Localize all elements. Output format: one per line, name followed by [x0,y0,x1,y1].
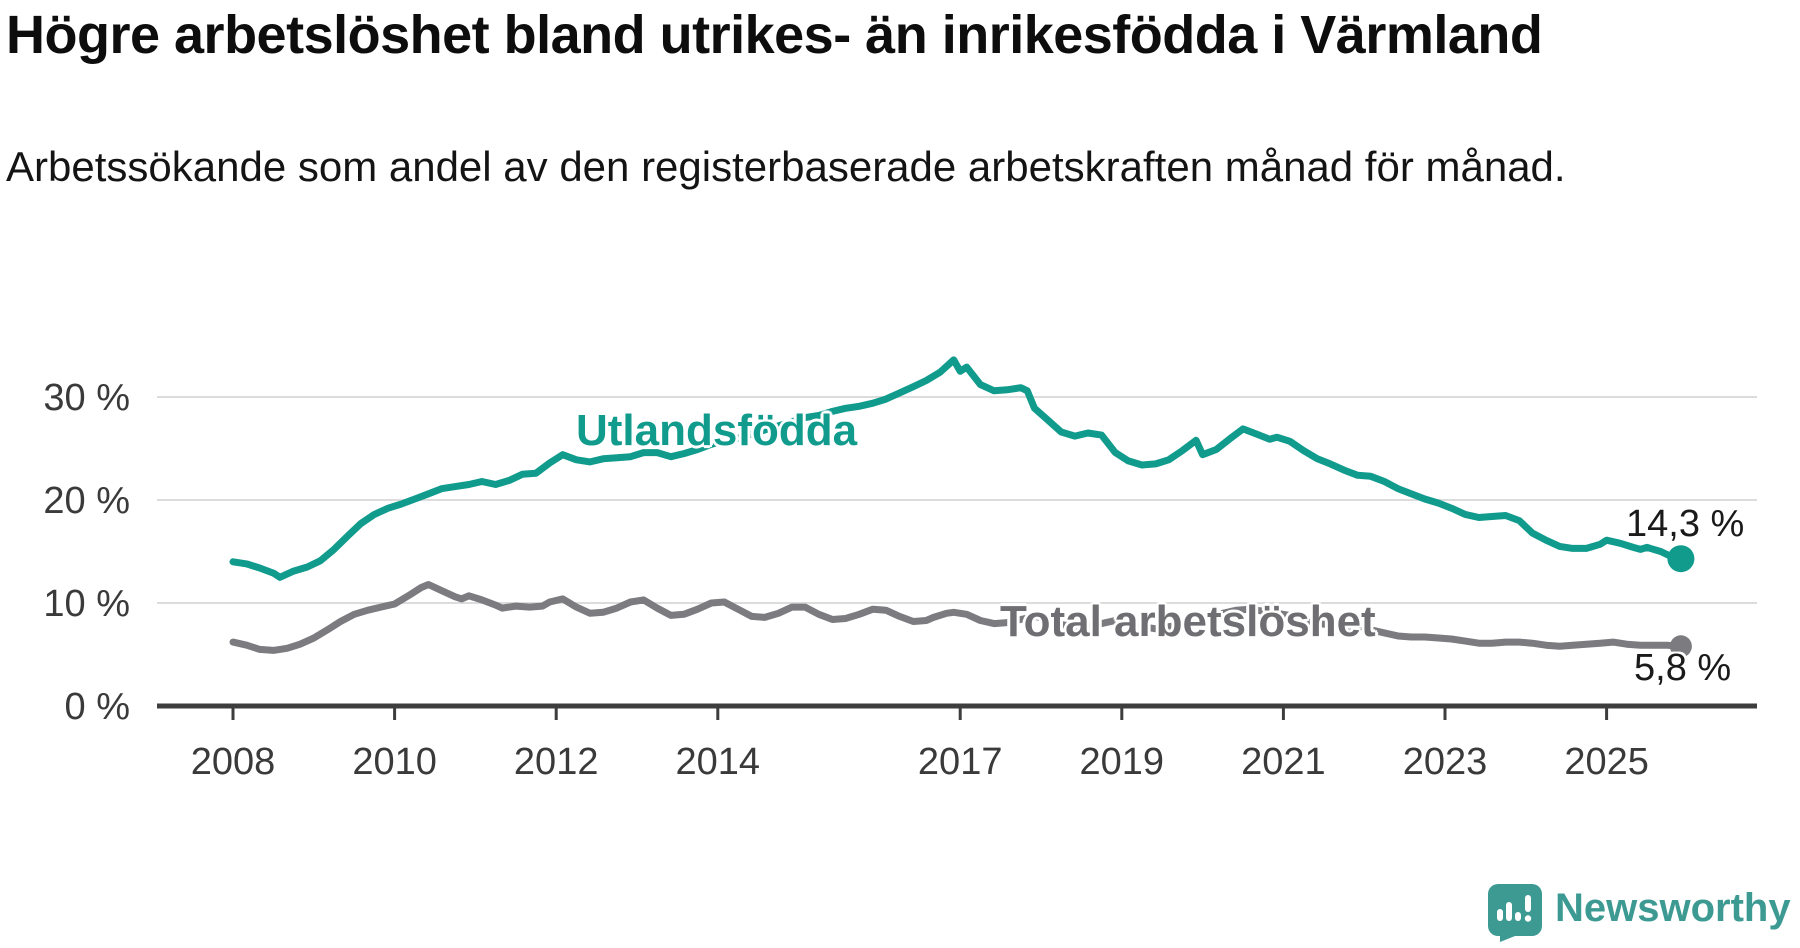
svg-text:2014: 2014 [676,741,761,783]
end-value-label-utlandsfodda: 14,3 % [1626,503,1745,545]
series-label-utlandsfodda: Utlandsfödda [576,406,858,455]
page-title: Högre arbetslöshet bland utrikes- än inr… [6,5,1543,65]
svg-text:0 %: 0 % [65,686,130,728]
series-label-total-arbetsloshet: Total arbetslöshet [1000,597,1376,646]
svg-text:2017: 2017 [918,741,1003,783]
page-subtitle: Arbetssökande som andel av den registerb… [6,143,1566,190]
svg-text:30 %: 30 % [43,377,130,419]
svg-text:2010: 2010 [352,741,437,783]
svg-text:2025: 2025 [1564,741,1649,783]
svg-text:2008: 2008 [191,741,276,783]
svg-text:20 %: 20 % [43,480,130,522]
svg-text:2019: 2019 [1080,741,1165,783]
newsworthy-wordmark: Newsworthy [1555,886,1791,930]
newsworthy-logo: Newsworthy [1488,884,1791,942]
end-value-label-total: 5,8 % [1634,647,1732,689]
newsworthy-logo-icon [1488,884,1542,942]
svg-text:2021: 2021 [1241,741,1326,783]
svg-text:10 %: 10 % [43,583,130,625]
svg-text:2012: 2012 [514,741,599,783]
svg-text:2023: 2023 [1403,741,1488,783]
